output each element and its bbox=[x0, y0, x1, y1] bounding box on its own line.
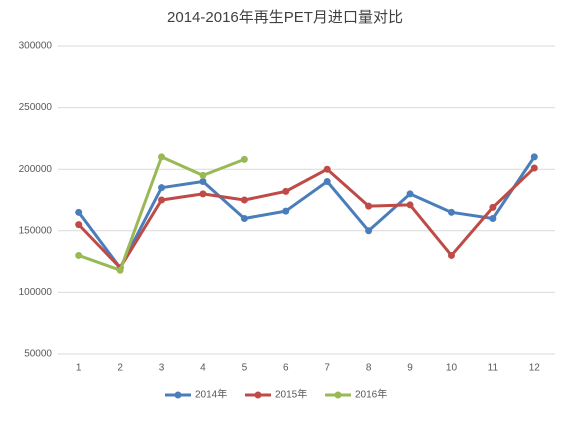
x-tick-label: 2 bbox=[117, 363, 123, 374]
series-line bbox=[77, 156, 536, 270]
x-tick-label: 7 bbox=[324, 363, 330, 374]
y-tick-label: 250000 bbox=[19, 102, 53, 113]
y-tick-label: 150000 bbox=[19, 225, 53, 236]
x-tick-label: 3 bbox=[159, 363, 165, 374]
point bbox=[199, 171, 207, 179]
point bbox=[447, 251, 455, 259]
legend-label: 2016年 bbox=[355, 388, 387, 401]
y-tick-label: 100000 bbox=[19, 287, 53, 298]
point bbox=[530, 164, 538, 172]
x-tick-label: 9 bbox=[407, 363, 413, 374]
x-tick-label: 4 bbox=[200, 363, 206, 374]
point bbox=[282, 187, 290, 195]
chart-title: 2014-2016年再生PET月进口量对比 bbox=[167, 9, 403, 26]
point bbox=[323, 178, 331, 186]
x-tick-label: 1 bbox=[76, 363, 82, 374]
legend-label: 2015年 bbox=[275, 388, 307, 401]
point bbox=[75, 208, 83, 216]
point bbox=[240, 155, 248, 163]
point bbox=[447, 208, 455, 216]
legend-marker bbox=[254, 391, 262, 399]
point bbox=[199, 190, 207, 198]
point bbox=[240, 196, 248, 204]
point bbox=[199, 178, 207, 186]
point bbox=[75, 221, 83, 229]
point bbox=[116, 266, 124, 274]
legend-marker bbox=[174, 391, 182, 399]
point bbox=[323, 165, 331, 173]
point bbox=[489, 203, 497, 211]
point bbox=[365, 227, 373, 235]
point bbox=[75, 251, 83, 259]
x-tick-label: 11 bbox=[488, 363, 499, 374]
point bbox=[406, 201, 414, 209]
y-tick-label: 50000 bbox=[24, 349, 52, 360]
point bbox=[158, 184, 166, 192]
point bbox=[530, 153, 538, 161]
y-tick-label: 300000 bbox=[19, 41, 53, 52]
point bbox=[406, 190, 414, 198]
point bbox=[240, 214, 248, 222]
point bbox=[489, 214, 497, 222]
x-tick-label: 12 bbox=[529, 363, 541, 374]
x-tick-label: 8 bbox=[366, 363, 372, 374]
point bbox=[158, 153, 166, 161]
series-line bbox=[77, 166, 536, 270]
point bbox=[282, 207, 290, 215]
point bbox=[158, 196, 166, 204]
x-tick-label: 6 bbox=[283, 363, 289, 374]
x-tick-label: 10 bbox=[446, 363, 458, 374]
y-tick-label: 200000 bbox=[19, 164, 53, 175]
legend-marker bbox=[334, 391, 342, 399]
point bbox=[365, 202, 373, 210]
legend-label: 2014年 bbox=[195, 388, 227, 401]
x-tick-label: 5 bbox=[242, 363, 248, 374]
